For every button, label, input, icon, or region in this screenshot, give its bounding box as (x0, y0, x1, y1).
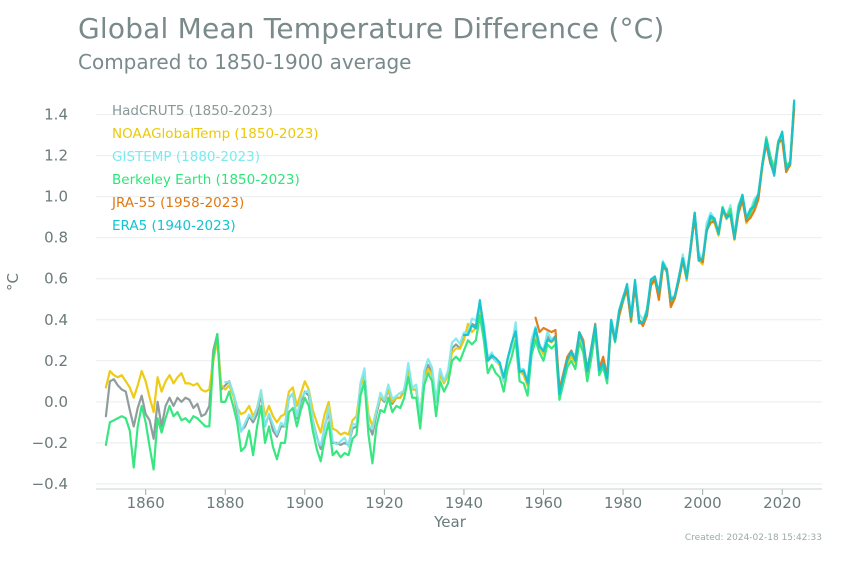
legend: HadCRUT5 (1850-2023) NOAAGlobalTemp (1850… (111, 103, 319, 234)
y-tick-label: 1.4 (44, 106, 68, 124)
legend-entry: ERA5 (1940-2023) (112, 218, 236, 234)
x-axis-label: Year (433, 513, 467, 531)
x-tick-label: 2000 (684, 494, 722, 512)
x-tick-label: 1880 (206, 494, 244, 512)
x-tick-label: 2020 (763, 494, 801, 512)
x-tick-label: 1980 (604, 494, 642, 512)
x-tick-label: 1960 (524, 494, 562, 512)
y-tick-label: 0.8 (44, 229, 68, 247)
y-tick-label: 1.2 (44, 147, 68, 165)
y-tick-label: −0.4 (32, 475, 68, 493)
y-tick-label: −0.2 (32, 434, 68, 452)
y-axis-label: °C (4, 273, 22, 291)
chart-title: Global Mean Temperature Difference (°C) (78, 12, 665, 45)
y-tick-label: 0.0 (44, 393, 68, 411)
x-tick-label: 1860 (127, 494, 165, 512)
series-line (534, 107, 796, 391)
legend-entry: HadCRUT5 (1850-2023) (112, 103, 273, 119)
grid-lines (96, 114, 822, 485)
axes: −0.4 −0.2 0.0 0.2 0.4 0.6 0.8 1.0 1.2 1.4 1860 1880… (32, 106, 822, 512)
x-tick-label: 1940 (445, 494, 483, 512)
y-tick-label: 0.6 (44, 270, 68, 288)
created-timestamp: Created: 2024-02-18 15:42:33 (684, 533, 822, 543)
series-line (462, 99, 796, 396)
y-tick-label: 0.2 (44, 352, 68, 370)
legend-entry: NOAAGlobalTemp (1850-2023) (112, 126, 319, 142)
x-tick-label: 1920 (365, 494, 403, 512)
chart-subtitle: Compared to 1850-1900 average (78, 50, 412, 74)
y-tick-label: 0.4 (44, 311, 68, 329)
legend-entry: JRA-55 (1958-2023) (111, 195, 244, 211)
y-tick-label: 1.0 (44, 188, 68, 206)
series-lines (104, 99, 796, 471)
x-tick-label: 1900 (286, 494, 324, 512)
legend-entry: GISTEMP (1880-2023) (112, 149, 260, 165)
legend-entry: Berkeley Earth (1850-2023) (112, 172, 300, 188)
